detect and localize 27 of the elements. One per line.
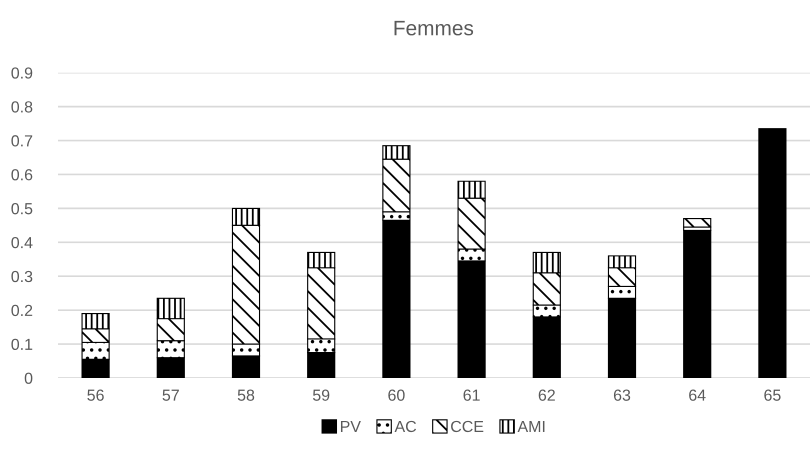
y-tick-label: 0.4 [11, 236, 33, 248]
x-tick-label: 58 [238, 390, 254, 401]
x-tick-label: 56 [87, 390, 104, 401]
y-tick-label: 0 [24, 372, 32, 384]
y-tick-label: 0.1 [11, 338, 32, 350]
y-tick-label: 0.8 [11, 101, 32, 113]
x-tick-label: 57 [162, 390, 179, 401]
legend-label: AMI [518, 420, 544, 432]
y-tick-label: 0.9 [11, 67, 32, 79]
legend-label: AC [394, 420, 416, 432]
x-tick-label: 59 [312, 390, 330, 401]
y-tick-label: 0.3 [11, 270, 32, 282]
x-tick-label: 63 [614, 390, 630, 401]
x-tick-label: 65 [764, 390, 781, 401]
x-tick-label: 62 [538, 390, 555, 401]
legend-label: CCE [451, 420, 484, 432]
x-tick-label: 64 [689, 390, 706, 401]
bar [683, 230, 712, 378]
legend-label: PV [340, 420, 361, 432]
bar [758, 128, 786, 378]
y-tick-label: 0.7 [11, 135, 32, 146]
chart-title: Femmes [394, 20, 474, 36]
x-tick-label: 61 [464, 390, 480, 401]
y-tick-label: 0.6 [11, 169, 32, 180]
y-tick-label: 0.2 [11, 304, 32, 316]
y-tick-label: 0.5 [11, 203, 32, 214]
x-tick-label: 60 [388, 390, 405, 401]
